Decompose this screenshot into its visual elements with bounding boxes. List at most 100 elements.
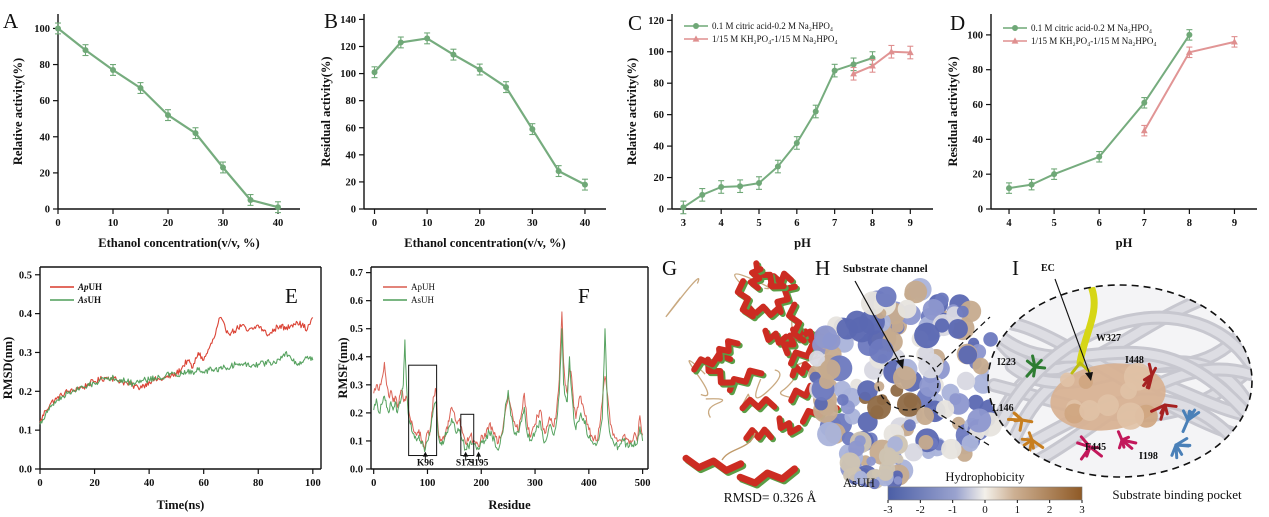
svg-text:3: 3 [681, 218, 686, 229]
svg-text:0.1 M citric acid-0.2 M Na₂HPO: 0.1 M citric acid-0.2 M Na₂HPO₄ [712, 21, 833, 31]
svg-text:0.5: 0.5 [19, 270, 32, 281]
svg-text:0.3: 0.3 [350, 380, 363, 391]
svg-text:0: 0 [982, 504, 988, 516]
svg-text:100: 100 [648, 47, 664, 58]
svg-text:0.1: 0.1 [350, 436, 363, 447]
svg-text:Ethanol concentration(v/v, %): Ethanol concentration(v/v, %) [98, 236, 259, 250]
svg-text:100: 100 [305, 478, 321, 489]
panel-h-label: H [815, 256, 831, 280]
svg-text:6: 6 [794, 218, 799, 229]
svg-text:40: 40 [273, 218, 284, 229]
residue-label-l146: L146 [992, 403, 1014, 414]
svg-text:0.0: 0.0 [19, 465, 32, 476]
svg-text:60: 60 [654, 110, 665, 121]
panel-g-rmsd-caption: RMSD= 0.326 Å [723, 490, 817, 505]
svg-text:1: 1 [1015, 504, 1021, 516]
svg-text:10: 10 [422, 218, 433, 229]
svg-text:0.1: 0.1 [19, 426, 32, 437]
svg-text:0: 0 [37, 478, 42, 489]
svg-text:40: 40 [973, 135, 984, 146]
svg-text:E: E [285, 284, 298, 308]
svg-text:S195: S195 [469, 459, 489, 469]
svg-text:AsUH: AsUH [411, 295, 435, 305]
svg-text:RMSF(nm): RMSF(nm) [336, 337, 350, 398]
svg-text:120: 120 [648, 16, 664, 27]
svg-text:80: 80 [346, 96, 357, 107]
svg-text:40: 40 [346, 150, 357, 161]
svg-text:3: 3 [1079, 504, 1085, 516]
svg-text:60: 60 [198, 478, 209, 489]
svg-text:80: 80 [973, 65, 984, 76]
svg-text:100: 100 [967, 30, 983, 41]
svg-text:0: 0 [659, 205, 664, 216]
svg-text:20: 20 [973, 170, 984, 181]
panel-f-chart: 0 100 200 300 400 500 0.0 0.1 0.2 0.3 0.4 0.5 0.6 0.7… [336, 266, 650, 512]
svg-text:20: 20 [163, 218, 174, 229]
svg-text:Residue: Residue [488, 498, 531, 512]
svg-text:80: 80 [40, 60, 51, 71]
svg-text:0.7: 0.7 [350, 268, 363, 279]
svg-text:0.2: 0.2 [350, 408, 363, 419]
svg-text:Time(ns): Time(ns) [157, 498, 205, 512]
svg-text:2: 2 [1047, 504, 1053, 516]
svg-text:40: 40 [580, 218, 591, 229]
svg-text:AsUH: AsUH [77, 295, 101, 305]
svg-text:-1: -1 [948, 504, 957, 516]
residue-label-i223: I223 [997, 357, 1016, 368]
svg-text:0.6: 0.6 [350, 296, 363, 307]
residue-label-i198: I198 [1139, 451, 1158, 462]
svg-text:120: 120 [340, 42, 356, 53]
svg-text:D: D [950, 11, 965, 35]
svg-text:F: F [578, 284, 590, 308]
svg-text:20: 20 [654, 173, 665, 184]
svg-text:0: 0 [55, 218, 60, 229]
panel-i-label: I [1012, 256, 1019, 280]
svg-text:pH: pH [1116, 236, 1133, 250]
svg-text:S171: S171 [456, 459, 476, 469]
svg-text:C: C [628, 11, 642, 35]
svg-text:Residual activity(%): Residual activity(%) [319, 56, 333, 166]
svg-text:40: 40 [40, 132, 51, 143]
svg-text:0.3: 0.3 [19, 348, 32, 359]
svg-text:9: 9 [908, 218, 913, 229]
ec-label: EC [1041, 263, 1055, 274]
svg-text:K96: K96 [417, 459, 434, 469]
svg-text:40: 40 [654, 142, 665, 153]
svg-text:1/15 M KH₂PO₄-1/15 M Na₂HPO₄: 1/15 M KH₂PO₄-1/15 M Na₂HPO₄ [1031, 36, 1157, 46]
svg-text:20: 20 [346, 177, 357, 188]
svg-text:Residual activity(%): Residual activity(%) [946, 56, 960, 166]
hydrophobicity-label: Hydrophobicity [945, 470, 1025, 484]
svg-text:100: 100 [420, 478, 436, 489]
residue-label-i448: I448 [1125, 355, 1144, 366]
svg-text:6: 6 [1097, 218, 1102, 229]
svg-text:0.4: 0.4 [350, 352, 364, 363]
svg-text:40: 40 [144, 478, 155, 489]
svg-text:30: 30 [527, 218, 538, 229]
svg-text:140: 140 [340, 15, 356, 26]
svg-text:7: 7 [832, 218, 837, 229]
svg-text:5: 5 [1051, 218, 1056, 229]
svg-text:30: 30 [218, 218, 229, 229]
svg-text:-2: -2 [916, 504, 925, 516]
asuh-label: AsUH [843, 476, 875, 490]
svg-text:5: 5 [756, 218, 761, 229]
residue-label-f445: F445 [1085, 442, 1107, 453]
svg-text:8: 8 [870, 218, 875, 229]
svg-text:0.0: 0.0 [350, 465, 363, 476]
svg-text:0.1 M citric acid-0.2 M Na₂HPO: 0.1 M citric acid-0.2 M Na₂HPO₄ [1031, 23, 1152, 33]
svg-text:0: 0 [978, 205, 983, 216]
svg-text:1/15 M KH₂PO₄-1/15 M Na₂HPO₄: 1/15 M KH₂PO₄-1/15 M Na₂HPO₄ [712, 34, 838, 44]
svg-text:100: 100 [34, 24, 50, 35]
panel-g-label: G [662, 256, 678, 280]
svg-text:60: 60 [973, 100, 984, 111]
panel-b-chart: 0 10 20 30 40 0 20 40 60 80 100 120 140 Ethanol conce… [319, 9, 606, 250]
svg-text:0: 0 [371, 478, 376, 489]
svg-text:60: 60 [40, 96, 51, 107]
substrate-channel-label: Substrate channel [843, 263, 928, 275]
svg-text:4: 4 [1006, 218, 1012, 229]
svg-text:0: 0 [372, 218, 377, 229]
svg-text:ApUH: ApUH [77, 282, 102, 292]
svg-text:ApUH: ApUH [411, 282, 435, 292]
svg-text:Ethanol concentration(v/v, %): Ethanol concentration(v/v, %) [404, 236, 565, 250]
